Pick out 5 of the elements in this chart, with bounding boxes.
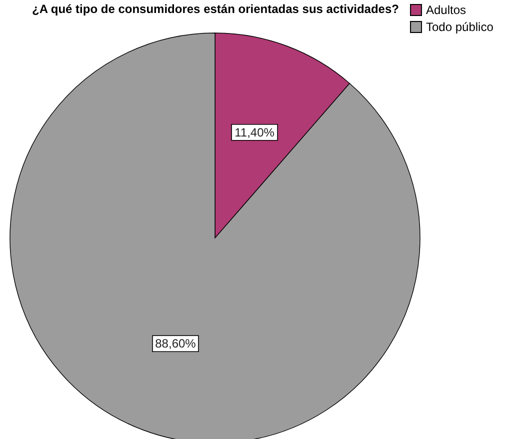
chart-title: ¿A qué tipo de consumidores están orientadas sus actividades? bbox=[32, 2, 399, 16]
legend-label: Todo público bbox=[426, 20, 494, 34]
data-label: 11,40% bbox=[234, 125, 275, 140]
legend-label: Adultos bbox=[426, 3, 466, 17]
data-label: 88,60% bbox=[155, 336, 196, 351]
